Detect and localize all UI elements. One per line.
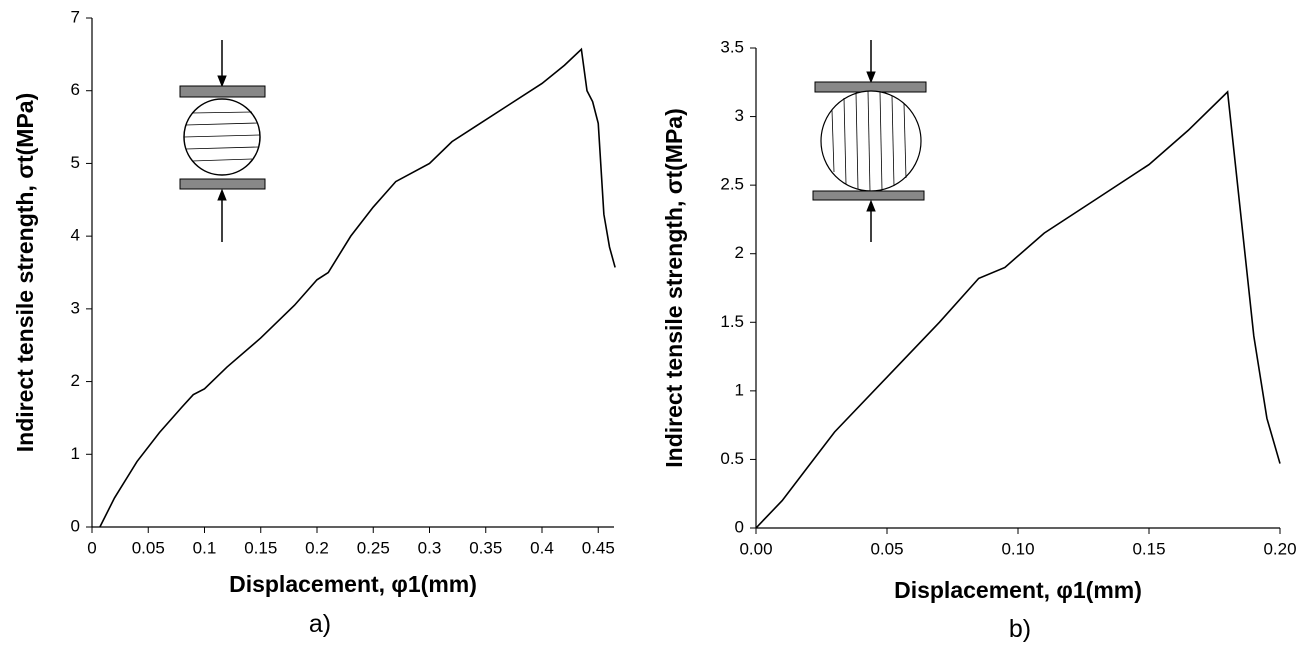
y-tick-label: 2 xyxy=(735,243,744,262)
x-tick-label: 0.05 xyxy=(132,538,165,557)
x-tick-label: 0.15 xyxy=(244,538,277,557)
y-tick-label: 0 xyxy=(735,517,744,536)
y-tick-label: 5 xyxy=(71,153,80,172)
x-tick-label: 0.00 xyxy=(739,539,772,558)
y-tick-label: 0 xyxy=(71,516,80,535)
y-axis-title: Indirect tensile strength, σt(MPa) xyxy=(661,108,687,468)
specimen-icon-b xyxy=(812,40,927,242)
x-tick-label: 0.1 xyxy=(193,538,217,557)
x-tick-label: 0.05 xyxy=(870,539,903,558)
y-tick-label: 3 xyxy=(71,298,80,317)
data-line xyxy=(99,47,616,528)
y-axis-title: Indirect tensile strength, σt(MPa) xyxy=(12,93,38,453)
y-tick-label: 7 xyxy=(71,7,80,26)
x-tick-label: 0.25 xyxy=(357,538,390,557)
y-tick-label: 1 xyxy=(735,380,744,399)
x-tick-label: 0.15 xyxy=(1132,539,1165,558)
data-line xyxy=(755,90,1281,529)
y-tick-label: 6 xyxy=(71,80,80,99)
y-tick-label: 0.5 xyxy=(720,449,744,468)
y-tick-label: 2 xyxy=(71,371,80,390)
x-tick-label: 0.4 xyxy=(530,538,554,557)
x-tick-label: 0 xyxy=(87,538,96,557)
x-tick-label: 0.2 xyxy=(305,538,329,557)
caption: b) xyxy=(1009,615,1031,643)
specimen-icon-a xyxy=(179,40,266,242)
y-tick-label: 3 xyxy=(735,106,744,125)
x-tick-label: 0.20 xyxy=(1263,539,1296,558)
y-tick-label: 4 xyxy=(71,226,80,245)
x-tick-label: 0.10 xyxy=(1001,539,1034,558)
x-tick-label: 0.45 xyxy=(582,538,615,557)
x-axis-title: Displacement, φ1(mm) xyxy=(229,571,477,597)
y-tick-label: 1.5 xyxy=(720,312,744,331)
caption: a) xyxy=(309,610,331,638)
y-tick-label: 1 xyxy=(71,444,80,463)
y-tick-label: 2.5 xyxy=(720,175,744,194)
x-axis-title: Displacement, φ1(mm) xyxy=(894,577,1142,603)
y-tick-label: 3.5 xyxy=(720,37,744,56)
x-tick-label: 0.35 xyxy=(469,538,502,557)
x-tick-label: 0.3 xyxy=(418,538,442,557)
